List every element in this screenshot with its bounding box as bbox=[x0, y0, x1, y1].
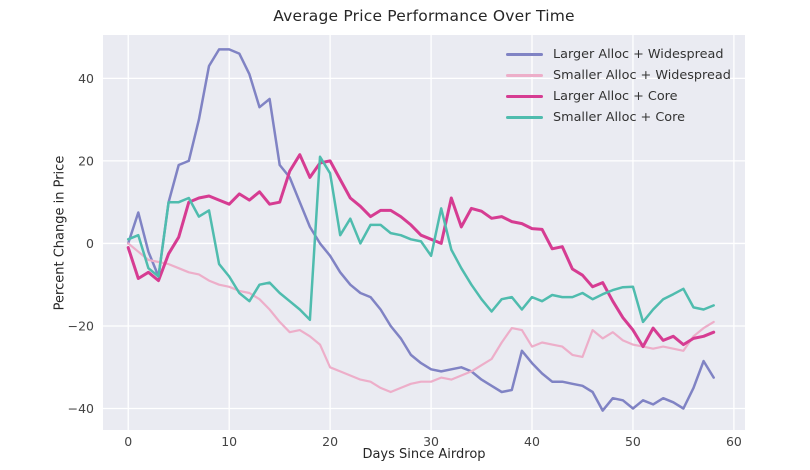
legend-label: Larger Alloc + Widespread bbox=[553, 47, 724, 62]
legend-item-smaller-alloc-core: Smaller Alloc + Core bbox=[506, 107, 731, 128]
legend: Larger Alloc + Widespread Smaller Alloc … bbox=[506, 44, 731, 128]
legend-line-swatch bbox=[506, 95, 543, 98]
x-tick-label: 0 bbox=[124, 434, 132, 449]
y-tick-label: 0 bbox=[86, 236, 94, 251]
legend-label: Smaller Alloc + Core bbox=[553, 110, 685, 125]
legend-item-larger-alloc-core: Larger Alloc + Core bbox=[506, 86, 731, 107]
x-axis-label: Days Since Airdrop bbox=[362, 447, 486, 462]
x-tick-label: 40 bbox=[524, 434, 540, 449]
chart-title: Average Price Performance Over Time bbox=[273, 7, 575, 25]
series-line-0 bbox=[126, 48, 715, 412]
series-line-3 bbox=[126, 155, 715, 324]
x-tick-label: 20 bbox=[322, 434, 338, 449]
legend-item-smaller-alloc-widespread: Smaller Alloc + Widespread bbox=[506, 65, 731, 86]
legend-line-swatch bbox=[506, 53, 543, 56]
legend-line-swatch bbox=[506, 116, 543, 119]
legend-label: Smaller Alloc + Widespread bbox=[553, 68, 731, 83]
legend-label: Larger Alloc + Core bbox=[553, 89, 678, 104]
y-tick-label: 20 bbox=[78, 153, 94, 168]
x-tick-label: 50 bbox=[625, 434, 641, 449]
series-line-2 bbox=[126, 153, 716, 349]
series-line-1 bbox=[127, 242, 715, 394]
y-axis-label: Percent Change in Price bbox=[52, 155, 68, 311]
x-tick-label: 10 bbox=[221, 434, 237, 449]
legend-line-swatch bbox=[506, 74, 543, 77]
legend-item-larger-alloc-widespread: Larger Alloc + Widespread bbox=[506, 44, 731, 65]
y-tick-label: −40 bbox=[68, 401, 94, 416]
x-tick-label: 60 bbox=[726, 434, 742, 449]
y-tick-label: 40 bbox=[78, 71, 94, 86]
y-tick-label: −20 bbox=[68, 318, 94, 333]
x-tick-label: 30 bbox=[423, 434, 439, 449]
